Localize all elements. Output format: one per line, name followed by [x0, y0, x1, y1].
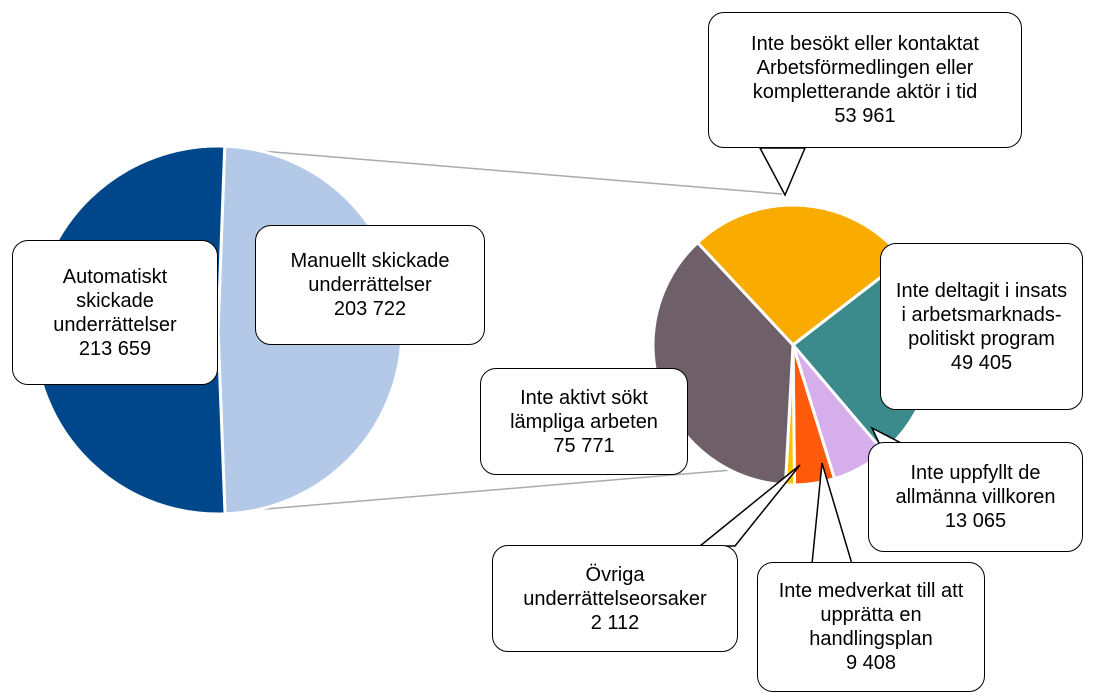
- data-label: Inte besökt eller kontaktat Arbetsförmed…: [708, 12, 1022, 148]
- data-label: Inte deltagit i insats i arbetsmarknads-…: [880, 243, 1083, 410]
- value-label: 2 112: [590, 611, 640, 634]
- value-label: 75 771: [553, 434, 615, 457]
- data-label: Inte medverkat till att upprätta en hand…: [757, 562, 985, 692]
- connector-line: [224, 147, 783, 195]
- value-label: 9 408: [845, 652, 897, 674]
- value-label: 213 659: [78, 337, 152, 360]
- data-label: Inte uppfyllt de allmänna villkoren 13 06…: [868, 442, 1083, 552]
- data-label: Övriga underrättelseorsaker 2 112: [492, 545, 738, 652]
- category-name: Automatiskt skickade underrättelser: [53, 265, 177, 336]
- value-label: 53 961: [834, 105, 896, 127]
- pie-slice: [695, 203, 906, 348]
- category-name: Övriga underrättelseorsaker: [523, 563, 707, 610]
- category-name: Inte besökt eller kontaktat Arbetsförmed…: [751, 33, 979, 103]
- value-label: 49 405: [950, 351, 1013, 374]
- data-label: Manuellt skickade underrättelser 203 722: [255, 225, 485, 345]
- category-name: Inte medverkat till att upprätta en hand…: [778, 580, 964, 650]
- data-label: Automatiskt skickade underrättelser 213 6…: [12, 240, 218, 385]
- value-label: 13 065: [944, 510, 1007, 532]
- callout-pointer: [758, 147, 807, 197]
- category-name: Inte deltagit i insats i arbetsmarknads-…: [895, 279, 1068, 350]
- connector-line: [229, 464, 793, 513]
- data-label: Inte aktivt sökt lämpliga arbeten 75 771: [480, 368, 688, 475]
- category-name: Inte aktivt sökt lämpliga arbeten: [510, 386, 658, 433]
- value-label: 203 722: [333, 298, 407, 320]
- category-name: Manuellt skickade underrättelser: [290, 250, 450, 296]
- category-name: Inte uppfyllt de allmänna villkoren: [895, 462, 1056, 508]
